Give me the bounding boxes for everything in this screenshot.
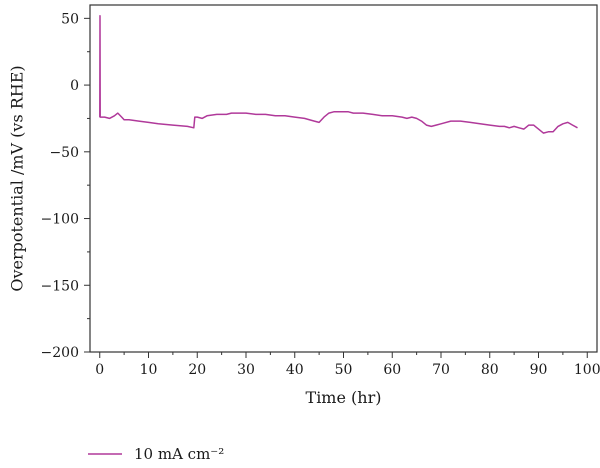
plot-border bbox=[89, 4, 598, 353]
x-tick-label: 40 bbox=[286, 362, 304, 378]
series-layer bbox=[99, 14, 578, 134]
x-axis-title: Time (hr) bbox=[306, 388, 382, 407]
series-line bbox=[99, 14, 578, 134]
x-tick-label: 80 bbox=[481, 362, 499, 378]
x-tick-label: 50 bbox=[335, 362, 353, 378]
y-axis: 50 0 −50 −100 −150 −200 bbox=[41, 11, 90, 361]
x-tick-label: 60 bbox=[383, 362, 401, 378]
x-axis: 0 10 20 30 40 50 60 70 80 90 100 bbox=[95, 352, 600, 378]
y-tick-label: −200 bbox=[41, 345, 79, 361]
y-tick-label: 0 bbox=[70, 78, 79, 94]
y-tick-label: −150 bbox=[41, 278, 79, 294]
x-tick-label: 20 bbox=[188, 362, 206, 378]
x-tick-label: 30 bbox=[237, 362, 255, 378]
y-tick-label: −50 bbox=[49, 145, 79, 161]
x-tick-label: 70 bbox=[432, 362, 450, 378]
x-tick-label: 90 bbox=[530, 362, 548, 378]
legend-label: 10 mA cm⁻² bbox=[134, 445, 224, 463]
legend: 10 mA cm⁻² bbox=[88, 445, 224, 463]
x-tick-label: 0 bbox=[95, 362, 104, 378]
y-tick-label: −100 bbox=[41, 212, 79, 228]
plot-frame bbox=[89, 4, 598, 353]
y-tick-label: 50 bbox=[61, 11, 79, 27]
x-tick-label: 10 bbox=[140, 362, 158, 378]
x-tick-label: 100 bbox=[574, 362, 600, 378]
y-axis-title: Overpotential /mV (vs RHE) bbox=[8, 65, 27, 291]
